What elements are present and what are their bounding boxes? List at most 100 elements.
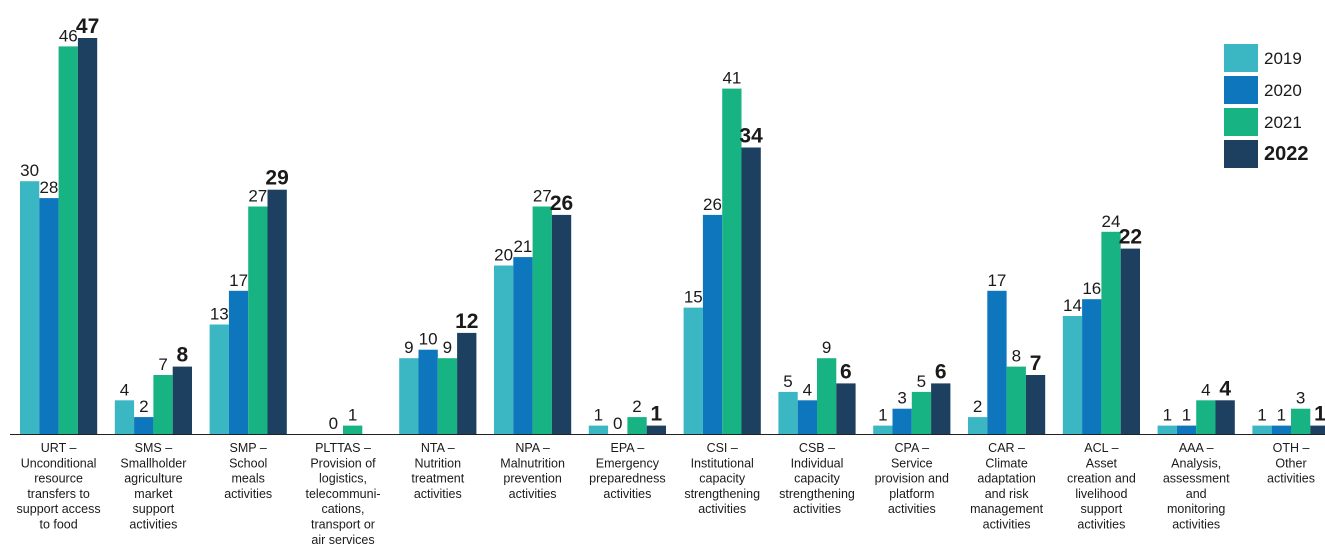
- bar-2021-2: [248, 206, 268, 434]
- bar-2020-13: [1271, 425, 1291, 434]
- bar-2019-12: [1157, 425, 1177, 434]
- bars-group: [20, 38, 1325, 435]
- value-label-2019-8: 5: [783, 372, 792, 391]
- value-label-2021-11: 24: [1102, 212, 1121, 231]
- value-label-2022-5: 26: [550, 192, 573, 215]
- value-label-2022-10: 7: [1030, 352, 1042, 375]
- value-label-2021-12: 4: [1201, 380, 1210, 399]
- bar-2020-5: [513, 257, 533, 434]
- bar-2020-12: [1176, 425, 1197, 434]
- category-label-4: NTA – Nutrition treatment activities: [411, 441, 464, 501]
- bar-2021-8: [817, 358, 837, 434]
- bar-2020-4: [418, 349, 438, 434]
- bar-2019-8: [778, 391, 798, 434]
- category-label-5: NPA – Malnutrition prevention activities: [500, 441, 565, 501]
- bar-2020-9: [892, 408, 912, 434]
- bar-2021-9: [911, 391, 932, 434]
- value-label-2021-10: 8: [1012, 347, 1021, 366]
- value-label-2022-11: 22: [1119, 226, 1142, 249]
- value-label-2019-10: 2: [973, 397, 982, 416]
- value-label-2022-9: 6: [935, 360, 947, 383]
- category-label-0: URT – Unconditional resource transfers to su…: [17, 441, 101, 532]
- category-label-7: CSI – Institutional capacity strengthening a…: [684, 441, 760, 516]
- bar-2022-6: [646, 425, 666, 434]
- value-label-2021-3: 1: [348, 406, 357, 425]
- value-label-2021-8: 9: [822, 338, 831, 357]
- bar-2019-5: [494, 265, 514, 434]
- bar-2019-13: [1252, 425, 1272, 434]
- value-label-2020-12: 1: [1182, 406, 1191, 425]
- value-label-2020-5: 21: [513, 237, 532, 256]
- value-label-2020-8: 4: [803, 380, 812, 399]
- value-label-2019-7: 15: [684, 288, 703, 307]
- bar-2022-5: [551, 214, 572, 434]
- value-label-2020-2: 17: [229, 271, 248, 290]
- value-label-2021-13: 3: [1296, 389, 1305, 408]
- category-label-3: PLTTAS – Provision of logistics, telecommun…: [305, 441, 380, 547]
- bar-2020-11: [1082, 299, 1102, 434]
- value-label-2019-1: 4: [120, 380, 129, 399]
- value-label-2020-13: 1: [1277, 406, 1286, 425]
- value-label-2021-4: 9: [443, 338, 452, 357]
- value-label-2021-7: 41: [722, 69, 741, 88]
- value-label-2021-6: 2: [632, 397, 641, 416]
- value-label-2020-7: 26: [703, 195, 722, 214]
- bar-2020-7: [702, 214, 723, 434]
- bar-2022-9: [931, 383, 951, 434]
- value-label-2022-2: 29: [265, 167, 288, 190]
- value-label-2020-9: 3: [897, 389, 906, 408]
- bar-2019-0: [20, 181, 40, 434]
- category-label-10: CAR – Climate adaptation and risk management…: [970, 441, 1043, 532]
- value-label-2019-12: 1: [1163, 406, 1172, 425]
- bar-2019-4: [399, 358, 419, 434]
- value-label-2019-13: 1: [1257, 406, 1266, 425]
- legend-swatch-2022: [1224, 140, 1258, 168]
- category-labels-group: URT – Unconditional resource transfers to su…: [17, 441, 1315, 547]
- bar-2020-10: [987, 290, 1007, 434]
- bar-2019-11: [1062, 316, 1083, 434]
- category-label-6: EPA – Emergency preparedness activities: [589, 441, 665, 501]
- value-label-2019-11: 14: [1063, 296, 1082, 315]
- value-label-2022-0: 47: [76, 15, 99, 38]
- value-label-2021-1: 7: [158, 355, 167, 374]
- value-label-2019-6: 1: [594, 406, 603, 425]
- bar-2021-3: [343, 425, 363, 434]
- value-label-zero-3: 0: [329, 414, 338, 433]
- value-label-2021-9: 5: [917, 372, 926, 391]
- bar-2020-8: [797, 400, 817, 434]
- bar-2022-11: [1120, 248, 1140, 434]
- legend-label-2022: 2022: [1264, 143, 1309, 165]
- bar-2019-9: [873, 425, 893, 434]
- value-label-2019-4: 9: [404, 338, 413, 357]
- value-label-2022-7: 34: [739, 125, 763, 148]
- value-label-2020-6: 0: [613, 414, 622, 433]
- bar-2021-5: [532, 206, 552, 434]
- value-label-2020-1: 2: [139, 397, 148, 416]
- bar-2021-4: [437, 358, 458, 434]
- value-label-2019-0: 30: [20, 161, 39, 180]
- legend-label-2021: 2021: [1264, 113, 1302, 132]
- bar-2020-2: [228, 290, 249, 434]
- category-label-8: CSB – Individual capacity strengthening acti…: [779, 441, 855, 516]
- legend-swatch-2019: [1224, 44, 1258, 72]
- value-label-2022-4: 12: [455, 310, 478, 333]
- value-label-2019-5: 20: [494, 246, 513, 265]
- bar-2022-4: [457, 332, 477, 434]
- value-label-2020-10: 17: [987, 271, 1006, 290]
- value-label-2022-6: 1: [650, 403, 662, 426]
- value-label-2019-2: 13: [210, 305, 229, 324]
- legend-label-2020: 2020: [1264, 81, 1302, 100]
- bar-2021-12: [1196, 400, 1216, 434]
- value-label-2022-1: 8: [176, 344, 188, 367]
- category-label-2: SMP – School meals activities: [224, 441, 272, 501]
- bar-2022-7: [741, 147, 761, 434]
- value-label-2019-9: 1: [878, 406, 887, 425]
- category-label-12: AAA – Analysis, assessment and monitoring act…: [1163, 441, 1230, 532]
- bar-2019-1: [114, 400, 135, 434]
- bar-2022-13: [1310, 425, 1325, 434]
- bar-2021-13: [1291, 408, 1311, 434]
- category-label-9: CPA – Service provision and platform activit…: [875, 441, 949, 516]
- bar-2019-7: [683, 307, 703, 434]
